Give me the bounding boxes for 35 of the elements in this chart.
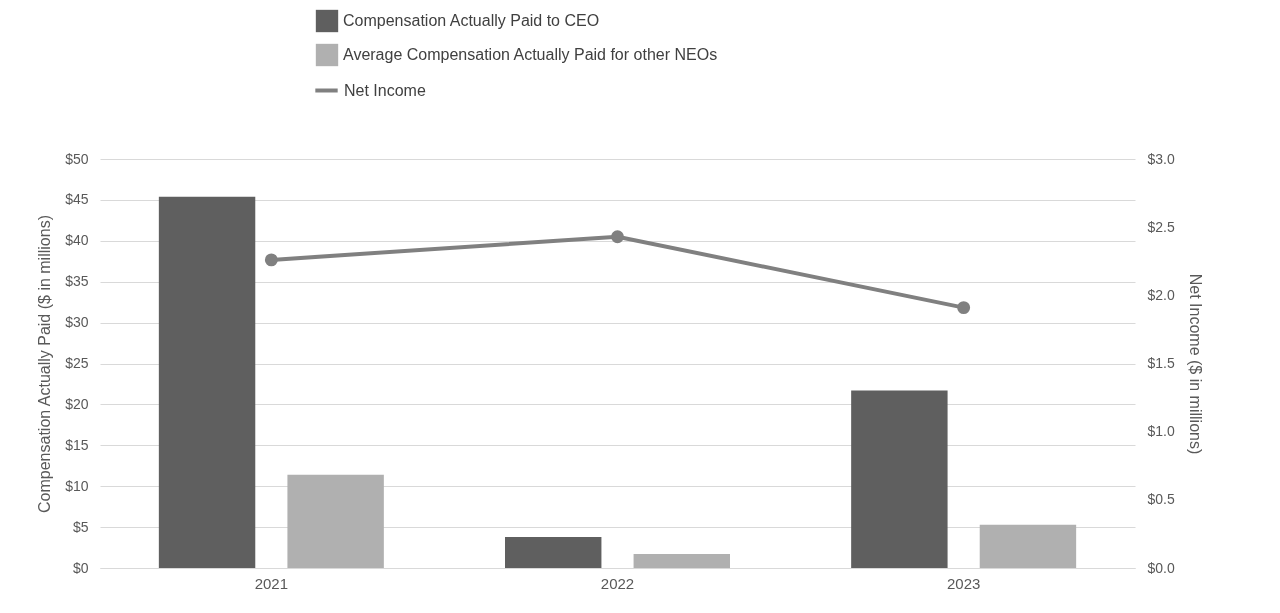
legend-label: Average Compensation Actually Paid for other NEOs	[343, 46, 718, 63]
y-tick-label: $50	[65, 150, 89, 167]
point	[611, 230, 624, 244]
point	[957, 301, 971, 315]
bar	[158, 196, 256, 568]
y2-tick-label: $1.0	[1147, 423, 1175, 440]
y-tick-label: $35	[65, 273, 89, 290]
point	[264, 253, 278, 267]
bar	[505, 536, 602, 568]
y2-tick-label: $3.0	[1147, 150, 1175, 167]
y-tick-label: $40	[65, 232, 89, 249]
y-axis-title: Compensation Actually Paid ($ in millions)	[36, 215, 54, 513]
y2-tick-label: $0.0	[1147, 559, 1175, 576]
bar	[851, 390, 948, 568]
y-tick-label: $0	[72, 559, 89, 576]
bar	[979, 524, 1077, 568]
y-tick-label: $30	[65, 314, 89, 331]
x-tick-label: 2022	[600, 574, 635, 592]
bar	[633, 554, 730, 568]
legend-label: Compensation Actually Paid to CEO	[343, 12, 600, 29]
y2-tick-label: $2.5	[1147, 218, 1175, 235]
x-tick-label: 2021	[254, 574, 289, 592]
y-tick-label: $20	[65, 395, 89, 412]
y-tick-label: $15	[65, 436, 89, 453]
y2-tick-label: $2.0	[1147, 286, 1175, 303]
y-tick-label: $10	[65, 477, 89, 494]
y2-axis-title: Net Income ($ in millions)	[1186, 273, 1204, 455]
y2-tick-label: $1.5	[1147, 355, 1175, 371]
y2-tick-label: $0.5	[1147, 491, 1175, 508]
y-tick-label: $25	[65, 355, 89, 371]
y-tick-label: $5	[72, 518, 89, 535]
y-tick-label: $45	[65, 191, 89, 208]
legend-label: Net Income	[344, 81, 426, 99]
x-tick-label: 2023	[946, 574, 981, 592]
bar	[287, 474, 384, 568]
